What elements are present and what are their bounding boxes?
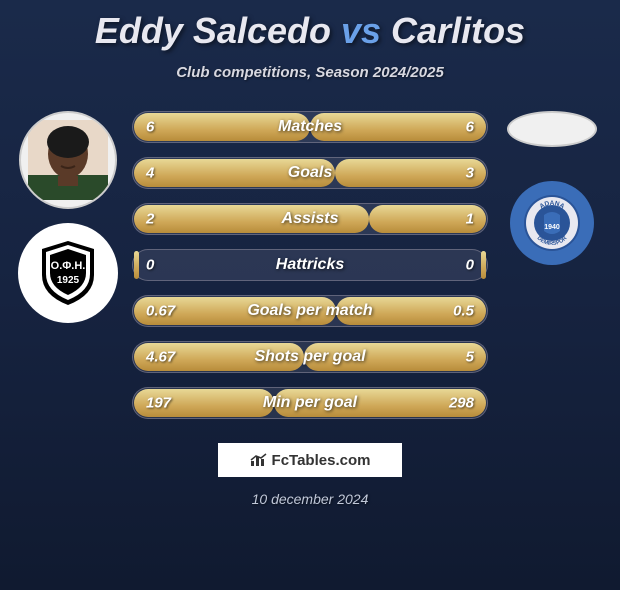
stat-row: 6 Matches 6 xyxy=(132,111,488,143)
ofi-shield-icon: Ο.Φ.Η. 1925 xyxy=(32,237,104,309)
title-player2: Carlitos xyxy=(391,10,525,51)
stat-value-right: 5 xyxy=(466,349,474,366)
stat-value-left: 4 xyxy=(146,165,154,182)
stat-row: 0.67 Goals per match 0.5 xyxy=(132,295,488,327)
stat-label: Goals xyxy=(288,164,332,182)
title-player1: Eddy Salcedo xyxy=(95,10,331,51)
stat-value-left: 0.67 xyxy=(146,303,175,320)
stat-bars: 6 Matches 6 4 Goals 3 2 Assists 1 0 Hatt… xyxy=(128,111,492,419)
stat-value-right: 3 xyxy=(466,165,474,182)
stat-label: Shots per goal xyxy=(254,348,365,366)
stat-value-right: 0 xyxy=(466,257,474,274)
stat-row: 197 Min per goal 298 xyxy=(132,387,488,419)
player1-avatar xyxy=(19,111,117,209)
stat-label: Goals per match xyxy=(247,302,372,320)
comparison-main: Ο.Φ.Η. 1925 6 Matches 6 4 Goals 3 2 Assi… xyxy=(0,111,620,419)
player2-avatar xyxy=(507,111,597,147)
stat-value-left: 4.67 xyxy=(146,349,175,366)
stat-value-left: 197 xyxy=(146,395,171,412)
stat-label: Matches xyxy=(278,118,342,136)
footer-date: 10 december 2024 xyxy=(0,491,620,507)
stat-value-left: 0 xyxy=(146,257,154,274)
player2-club-badge: ADANA DEMİRSPOR 1940 xyxy=(510,181,594,265)
stat-row: 0 Hattricks 0 xyxy=(132,249,488,281)
right-side: ADANA DEMİRSPOR 1940 xyxy=(492,111,612,265)
stat-row: 2 Assists 1 xyxy=(132,203,488,235)
stat-label: Hattricks xyxy=(276,256,344,274)
bar-left-fill xyxy=(134,251,139,279)
fctables-chart-icon xyxy=(250,453,268,467)
ofi-letters: Ο.Φ.Η. xyxy=(51,260,86,272)
adana-badge-icon: ADANA DEMİRSPOR 1940 xyxy=(522,193,582,253)
ofi-year: 1925 xyxy=(57,275,80,286)
player1-club-badge: Ο.Φ.Η. 1925 xyxy=(18,223,118,323)
stat-value-left: 6 xyxy=(146,119,154,136)
svg-text:1940: 1940 xyxy=(544,224,560,231)
title-vs: vs xyxy=(341,10,381,51)
bar-right-fill xyxy=(481,251,486,279)
stat-value-right: 6 xyxy=(466,119,474,136)
bar-right-fill xyxy=(335,159,486,187)
stat-label: Min per goal xyxy=(263,394,357,412)
stat-label: Assists xyxy=(282,210,339,228)
page-title: Eddy Salcedo vs Carlitos xyxy=(0,10,620,52)
footer-brand[interactable]: FcTables.com xyxy=(218,443,402,477)
subtitle: Club competitions, Season 2024/2025 xyxy=(0,64,620,81)
stat-row: 4.67 Shots per goal 5 xyxy=(132,341,488,373)
stat-value-right: 1 xyxy=(466,211,474,228)
stat-value-right: 0.5 xyxy=(453,303,474,320)
footer-brand-text: FcTables.com xyxy=(272,452,371,469)
stat-row: 4 Goals 3 xyxy=(132,157,488,189)
player1-face-icon xyxy=(28,120,108,200)
stat-value-left: 2 xyxy=(146,211,154,228)
stat-value-right: 298 xyxy=(449,395,474,412)
left-side: Ο.Φ.Η. 1925 xyxy=(8,111,128,323)
